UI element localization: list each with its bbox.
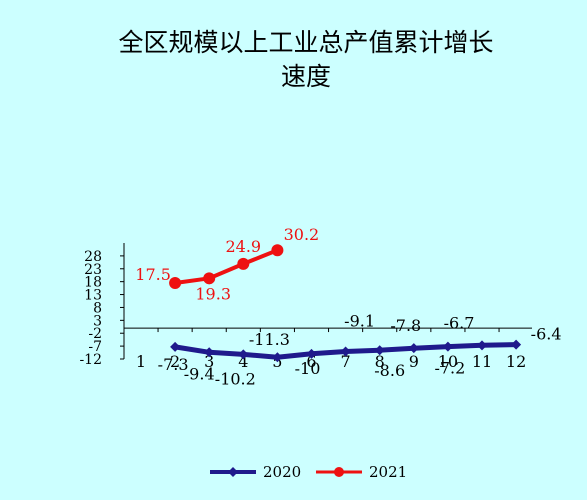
data-label-2020-5: -11.3 — [249, 330, 290, 349]
legend: 2020 2021 — [210, 463, 407, 481]
x-tick-label: 2 — [170, 352, 180, 371]
point-2020-10 — [442, 341, 453, 352]
x-tick-label: 9 — [409, 352, 419, 371]
data-label-2020-6: -10 — [295, 359, 321, 378]
point-2020-9 — [408, 343, 419, 354]
data-label-2020-9: -7.8 — [390, 316, 421, 335]
data-label-2021-3: 19.3 — [195, 284, 231, 303]
series-line-2021 — [174, 248, 279, 285]
data-label-2021-2: 17.5 — [135, 265, 171, 284]
data-label-2020-8: -8.6 — [374, 361, 405, 380]
x-tick-label: 10 — [438, 352, 458, 371]
legend-label-2020: 2020 — [263, 463, 301, 481]
point-2020-6 — [306, 348, 317, 359]
y-tick-label: 28 — [84, 249, 102, 265]
y-tick-label: 18 — [84, 275, 102, 291]
point-2020-8 — [374, 345, 385, 356]
legend-marker-2021 — [334, 467, 344, 477]
x-tick-label: 6 — [306, 352, 316, 371]
x-tick-label: 8 — [375, 352, 385, 371]
data-label-2020-10: -7.2 — [434, 359, 465, 378]
point-2020-7 — [340, 346, 351, 357]
point-2021-3 — [203, 272, 216, 285]
point-2020-5 — [272, 352, 283, 363]
series-layer — [169, 244, 522, 363]
data-label-2021-4: 24.9 — [225, 237, 261, 256]
y-tick-label: -2 — [88, 326, 102, 342]
y-tick-label: -7 — [88, 339, 102, 355]
data-label-2020-4: -10.2 — [215, 369, 256, 388]
data-label-2021-5: 30.2 — [284, 225, 320, 244]
x-tick-label: 1 — [136, 352, 146, 371]
legend-marker-2020 — [228, 467, 238, 477]
legend-label-2021: 2021 — [369, 463, 407, 481]
point-2020-2 — [170, 341, 181, 352]
y-tick-label: 13 — [84, 288, 102, 304]
y-tick-label: 23 — [84, 262, 102, 278]
x-tick-label: 11 — [472, 352, 492, 371]
x-tick-label: 12 — [506, 352, 526, 371]
point-2020-3 — [204, 347, 215, 358]
data-label-2020-12: -6.4 — [531, 325, 562, 344]
x-tick-label: 3 — [204, 352, 214, 371]
point-2021-4 — [237, 257, 250, 270]
y-tick-label: 3 — [93, 313, 102, 329]
point-2020-11 — [477, 340, 487, 351]
x-tick-label: 7 — [341, 352, 351, 371]
x-tick-label: 4 — [238, 352, 248, 371]
data-label-2020-11: -6.7 — [444, 313, 475, 332]
data-label-2020-7: -9.1 — [344, 312, 375, 331]
chart-title-line-1: 全区规模以上工业总产值累计增长 — [118, 28, 493, 57]
point-2020-12 — [511, 339, 522, 350]
y-tick-label: -12 — [79, 352, 102, 368]
point-2020-4 — [238, 349, 249, 360]
chart-title-line-2: 速度 — [281, 62, 331, 91]
data-label-2020-3: -9.4 — [184, 364, 215, 383]
point-2021-2 — [169, 276, 182, 289]
y-tick-label: 8 — [93, 300, 102, 316]
point-2021-5 — [271, 244, 284, 257]
data-labels: -7.3-9.4 -10.2 -11.3 -10 -9.1 -8.6 -7.8 -7.2 -6.… — [135, 225, 561, 388]
data-label-2020-2: -7.3 — [158, 355, 189, 374]
